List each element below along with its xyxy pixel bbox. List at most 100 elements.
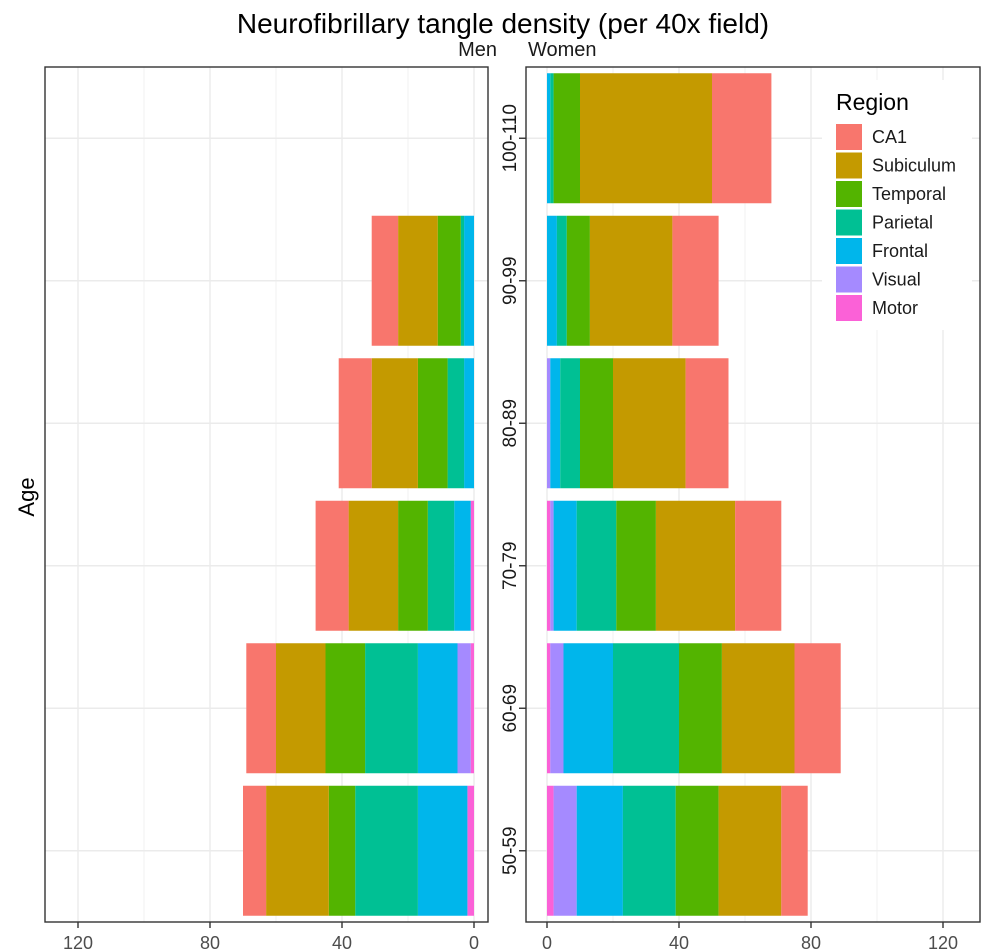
bar-segment-parietal-60-69 <box>613 643 679 774</box>
bar-segment-temporal-80-89 <box>580 358 613 489</box>
x-tick-label: 40 <box>669 933 689 950</box>
panel-background <box>45 67 488 922</box>
bar-segment-motor-60-69 <box>470 643 474 774</box>
bar-segment-subiculum-90-99 <box>398 215 438 346</box>
bar-segment-ca1-60-69 <box>246 643 276 774</box>
x-tick-label: 120 <box>63 933 93 950</box>
bar-segment-motor-50-59 <box>467 785 474 916</box>
y-tick-label-80-89: 80-89 <box>500 399 521 448</box>
bar-segment-motor-70-79 <box>547 500 551 631</box>
x-tick-label: 80 <box>200 933 220 950</box>
legend-key-visual <box>836 266 862 293</box>
bar-segment-ca1-70-79 <box>315 500 349 631</box>
legend-key-ca1 <box>836 124 862 150</box>
bar-segment-parietal-50-59 <box>622 785 676 916</box>
bar-segment-visual-60-69 <box>550 643 564 774</box>
age-category-labels: 50-59 60-69 70-79 80-89 90-99 100-110 <box>500 104 526 875</box>
bar-segment-frontal-100-110 <box>547 73 551 204</box>
bar-segment-visual-70-79 <box>550 500 554 631</box>
bar-segment-temporal-60-69 <box>679 643 722 774</box>
bar-segment-subiculum-70-79 <box>655 500 736 631</box>
x-tick-label: 120 <box>928 933 958 950</box>
legend-key-temporal <box>836 181 862 207</box>
bar-segment-frontal-60-69 <box>563 643 613 774</box>
panel-border <box>44 66 489 923</box>
y-tick-label-90-99: 90-99 <box>500 256 521 305</box>
bar-segment-temporal-60-69 <box>325 643 366 774</box>
bar-segment-ca1-80-89 <box>338 358 372 489</box>
bar-segment-frontal-60-69 <box>417 643 458 774</box>
bar-segment-ca1-50-59 <box>781 785 808 916</box>
bar-segment-motor-60-69 <box>547 643 551 774</box>
bar-segment-frontal-50-59 <box>417 785 468 916</box>
panel-border <box>525 66 981 923</box>
bar-segment-parietal-80-89 <box>447 358 465 489</box>
panel-label-men: Men <box>458 39 497 61</box>
panel-label-women: Women <box>528 39 597 61</box>
bar-segment-parietal-70-79 <box>427 500 455 631</box>
bar-segment-ca1-60-69 <box>794 643 841 774</box>
bar-segment-parietal-90-99 <box>556 215 567 346</box>
bar-segment-temporal-70-79 <box>616 500 656 631</box>
legend-title: Region <box>836 89 909 115</box>
bar-segment-frontal-90-99 <box>547 215 557 346</box>
legend-label-motor: Motor <box>872 298 918 318</box>
y-tick-label-60-69: 60-69 <box>500 684 521 733</box>
bar-segment-subiculum-60-69 <box>276 643 326 774</box>
y-tick-label-70-79: 70-79 <box>500 541 521 590</box>
legend-key-parietal <box>836 209 862 236</box>
x-tick-label: 40 <box>332 933 352 950</box>
bar-segment-parietal-80-89 <box>560 358 580 489</box>
legend-label-visual: Visual <box>872 270 921 290</box>
bar-segment-ca1-90-99 <box>672 215 719 346</box>
bar-segment-frontal-70-79 <box>553 500 577 631</box>
men-panel: 0 40 80 120 <box>44 66 489 950</box>
bar-segment-subiculum-80-89 <box>613 358 686 489</box>
bar-segment-visual-50-59 <box>553 785 577 916</box>
bar-segment-temporal-90-99 <box>566 215 590 346</box>
legend-label-temporal: Temporal <box>872 184 946 204</box>
bar-segment-ca1-70-79 <box>735 500 782 631</box>
bar-segment-subiculum-80-89 <box>371 358 418 489</box>
bar-segment-temporal-50-59 <box>675 785 719 916</box>
bar-segment-parietal-90-99 <box>460 215 465 346</box>
bar-segment-temporal-80-89 <box>417 358 448 489</box>
bar-segment-subiculum-90-99 <box>589 215 673 346</box>
bar-segment-frontal-90-99 <box>464 215 474 346</box>
legend-label-ca1: CA1 <box>872 127 907 147</box>
bar-segment-temporal-70-79 <box>398 500 428 631</box>
legend-label-frontal: Frontal <box>872 241 928 261</box>
bar-segment-motor-50-59 <box>547 785 554 916</box>
bar-segment-subiculum-60-69 <box>721 643 795 774</box>
legend-label-subiculum: Subiculum <box>872 156 956 176</box>
bar-segment-parietal-50-59 <box>355 785 418 916</box>
bar-segment-ca1-80-89 <box>685 358 729 489</box>
bar-segment-visual-60-69 <box>457 643 471 774</box>
bar-segment-subiculum-70-79 <box>348 500 399 631</box>
bar-segment-temporal-100-110 <box>553 73 580 204</box>
bar-segment-subiculum-50-59 <box>266 785 329 916</box>
y-axis-title: Age <box>14 477 39 516</box>
bar-segment-frontal-70-79 <box>454 500 471 631</box>
y-tick-label-50-59: 50-59 <box>500 826 521 875</box>
bar-segment-frontal-80-89 <box>464 358 474 489</box>
bar-segment-temporal-50-59 <box>328 785 356 916</box>
x-tick-label: 80 <box>801 933 821 950</box>
bar-segment-subiculum-50-59 <box>718 785 782 916</box>
chart-title: Neurofibrillary tangle density (per 40x … <box>237 8 769 39</box>
bar-segment-ca1-90-99 <box>371 215 399 346</box>
bar-segment-ca1-50-59 <box>243 785 267 916</box>
bar-segment-frontal-50-59 <box>576 785 623 916</box>
bar-segment-frontal-80-89 <box>550 358 561 489</box>
legend-key-frontal <box>836 238 862 264</box>
y-tick-label-100-110: 100-110 <box>500 104 521 172</box>
bar-segment-motor-70-79 <box>470 500 474 631</box>
bar-segment-visual-80-89 <box>547 358 551 489</box>
legend-key-subiculum <box>836 152 862 179</box>
bar-segment-parietal-60-69 <box>365 643 418 774</box>
bar-segment-parietal-100-110 <box>550 73 554 204</box>
bar-segment-subiculum-100-110 <box>580 73 712 204</box>
x-tick-label: 0 <box>469 933 479 950</box>
legend-label-parietal: Parietal <box>872 213 933 233</box>
